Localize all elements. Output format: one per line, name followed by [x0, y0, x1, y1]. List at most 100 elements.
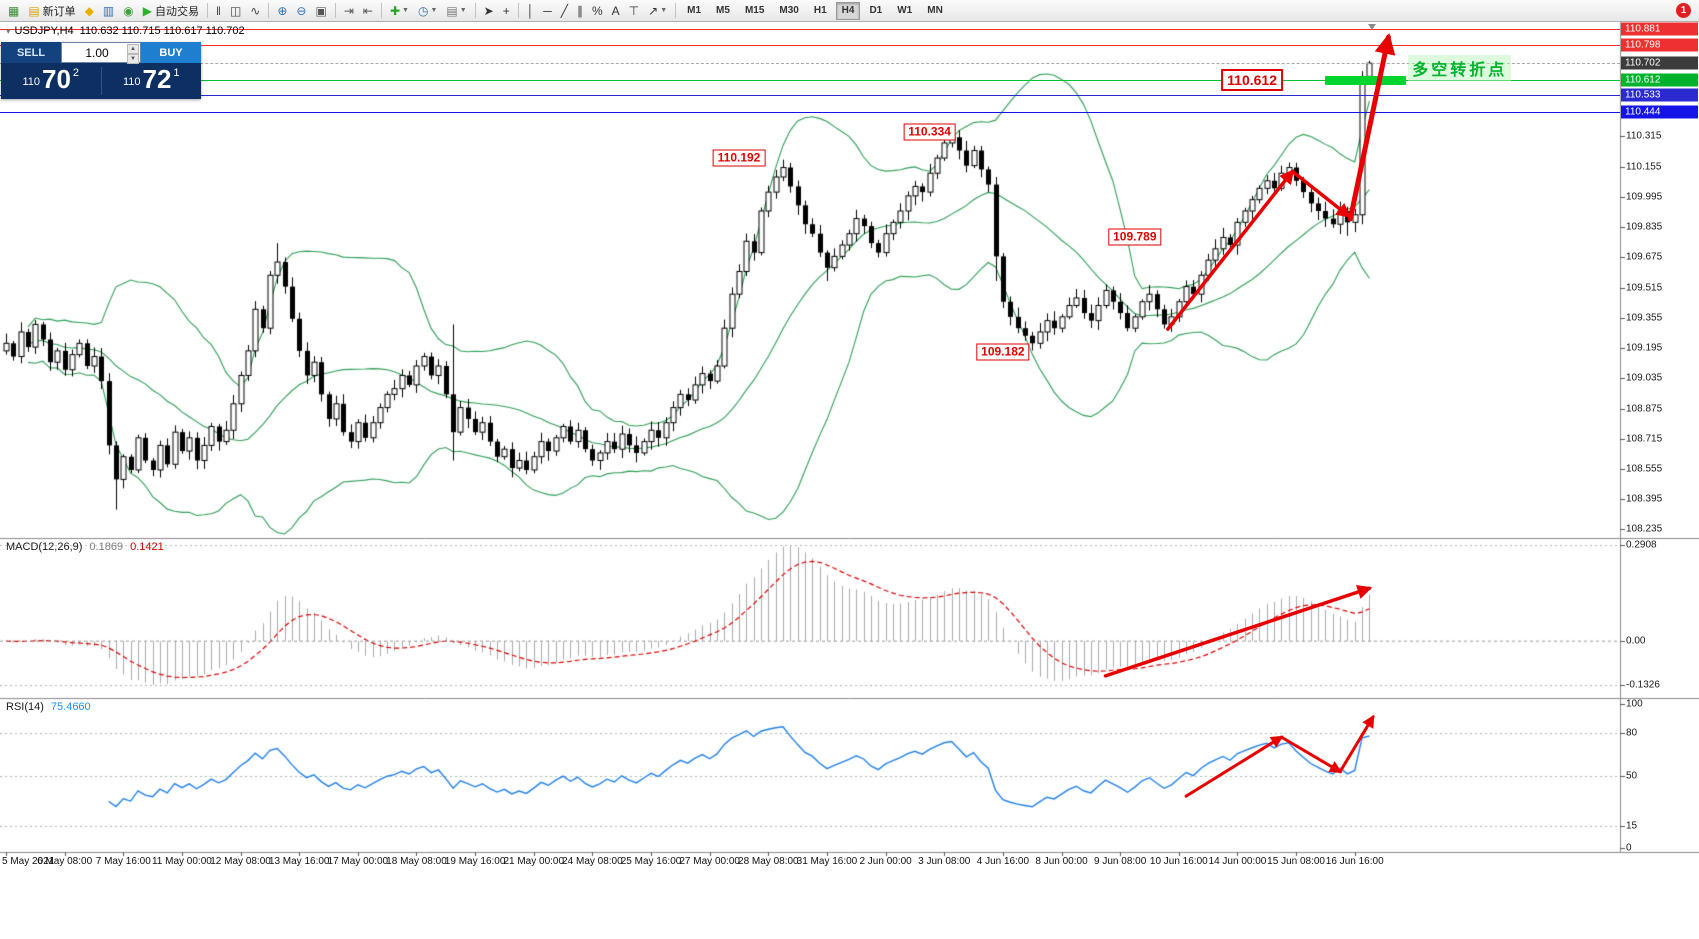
chart-shift-button[interactable]: ⇤: [359, 1, 377, 21]
sell-price[interactable]: 110 70 2: [1, 66, 101, 95]
macd-label: MACD(12,26,9) 0.1869 0.1421: [6, 541, 164, 553]
templates-dropdown-icon[interactable]: ▼: [459, 7, 467, 14]
vertical-line-icon: │: [526, 3, 535, 18]
ohlc-values: 110.632 110.715 110.617 110.702: [79, 25, 245, 37]
cursor-button[interactable]: ➤: [480, 1, 498, 21]
navigator-button[interactable]: ◉: [119, 1, 137, 21]
crosshair-icon: +: [502, 3, 510, 18]
timeframe-d1-button[interactable]: D1: [869, 4, 883, 16]
one-click-trading-panel: SELL ▲ ▼ BUY 110 70 2 110 72 1: [1, 42, 201, 99]
indicators-button[interactable]: ✚ ▼: [386, 1, 413, 21]
time-label: 31 May 16:00: [796, 856, 858, 867]
timeframe-h4-button[interactable]: H4: [835, 1, 861, 20]
market-watch-icon: ▥: [102, 3, 115, 18]
candlestick-chart-button[interactable]: ◫: [226, 1, 245, 21]
bar-chart-button[interactable]: ‖: [212, 1, 225, 21]
rsi-tick-label: 50: [1626, 770, 1638, 782]
autotrading-button[interactable]: ▶ 自动交易: [139, 1, 203, 21]
trendline-button[interactable]: ╱: [557, 1, 572, 21]
price-annotation[interactable]: 109.789: [1108, 228, 1162, 246]
periods-button[interactable]: ◷ ▼: [414, 1, 441, 21]
one-click-toggle-icon[interactable]: ▾: [6, 26, 11, 36]
time-label: 28 May 08:00: [738, 856, 799, 867]
support-line[interactable]: [0, 111, 1620, 113]
equidistant-channel-button[interactable]: ∥: [573, 1, 587, 21]
chart-shift-icon: ⇤: [362, 3, 373, 18]
fibonacci-button[interactable]: %: [588, 1, 607, 21]
tile-windows-button[interactable]: ▣: [311, 1, 330, 21]
line-chart-button[interactable]: ∿: [246, 1, 264, 21]
support-line[interactable]: [0, 95, 1620, 97]
price-tick-label: 109.995: [1626, 191, 1663, 203]
templates-button[interactable]: ▤ ▼: [442, 1, 470, 21]
bid-price-line[interactable]: [0, 63, 1620, 65]
notification-badge[interactable]: 1: [1676, 3, 1691, 18]
market-watch-button[interactable]: ▥: [99, 1, 118, 21]
macd-main-value: 0.1869: [89, 541, 124, 553]
timeframe-m15-button[interactable]: M15: [744, 4, 765, 16]
arrows-dropdown-icon[interactable]: ▼: [660, 7, 668, 14]
indicators-dropdown-icon[interactable]: ▼: [402, 7, 409, 14]
price-tick-label: 109.195: [1626, 342, 1663, 354]
timeframe-m30-button[interactable]: M30: [779, 4, 799, 16]
pivot-level-line[interactable]: [0, 80, 1620, 82]
price-tag: 110.881: [1621, 22, 1698, 36]
volume-input[interactable]: [62, 44, 140, 61]
zoom-out-button[interactable]: ⊖: [292, 1, 310, 21]
resistance-line[interactable]: [0, 29, 1620, 31]
pivot-level-highlight[interactable]: [1325, 76, 1407, 86]
time-label: 14 Jun 00:00: [1208, 856, 1267, 867]
buy-price[interactable]: 110 72 1: [102, 66, 202, 95]
buy-button[interactable]: BUY: [141, 42, 201, 63]
sell-price-sup: 2: [72, 67, 80, 79]
sell-button[interactable]: SELL: [1, 42, 61, 63]
favorites-button[interactable]: ◆: [81, 1, 98, 21]
price-annotation[interactable]: 110.192: [712, 149, 766, 167]
horizontal-line-button[interactable]: ─: [539, 1, 556, 21]
resistance-line[interactable]: [0, 45, 1620, 47]
timeframe-w1-button[interactable]: W1: [897, 4, 913, 16]
price-annotation[interactable]: 110.612: [1221, 68, 1284, 91]
volume-decrease-button[interactable]: ▼: [127, 54, 139, 64]
text-button[interactable]: A: [608, 1, 624, 21]
volume-increase-button[interactable]: ▲: [127, 44, 139, 54]
autotrading-label: 自动交易: [154, 5, 199, 18]
auto-scroll-button[interactable]: ⇥: [340, 1, 358, 21]
price-tick-label: 109.515: [1626, 282, 1663, 294]
new-order-button[interactable]: ▤ 新订单: [24, 1, 79, 21]
timeframe-m5-button[interactable]: M5: [716, 4, 730, 16]
main-toolbar: ▦ ▤ 新订单 ◆ ▥ ◉ ▶ 自动交易 ‖ ◫ ∿ ⊕ ⊖ ▣ ⇥ ⇤ ✚ ▼ ◷ ▼ ▤ ▼ ➤ + │ ─ ╱ ∥% A ⊤ ↗ ▼ M1…: [0, 0, 1699, 22]
volume-box: ▲ ▼: [61, 42, 141, 64]
pivot-note-text[interactable]: 多空转折点: [1408, 54, 1512, 81]
crosshair-button[interactable]: +: [499, 1, 514, 21]
toolbar-separator: [268, 3, 270, 18]
price-tag: 110.444: [1621, 105, 1698, 119]
new-chart-button[interactable]: ▦: [4, 1, 23, 21]
time-label: 2 Jun 00:00: [859, 856, 912, 867]
rsi-value: 75.4660: [50, 701, 91, 713]
arrows-button[interactable]: ↗ ▼: [644, 1, 671, 21]
toolbar-separator: [675, 3, 677, 18]
macd-tick-label: 0.2908: [1626, 539, 1657, 551]
periods-icon: ◷: [417, 3, 429, 18]
price-annotation[interactable]: 109.182: [976, 343, 1030, 361]
cursor-icon: ➤: [483, 3, 494, 18]
timeframe-mn-button[interactable]: MN: [927, 4, 943, 16]
periods-dropdown-icon[interactable]: ▼: [430, 7, 438, 14]
time-label: 27 May 00:00: [679, 856, 740, 867]
trendline-icon: ╱: [560, 3, 568, 18]
text-label-button[interactable]: ⊤: [625, 1, 643, 21]
time-label: 16 Jun 16:00: [1325, 856, 1384, 867]
vertical-line-button[interactable]: │: [523, 1, 539, 21]
timeframe-h1-button[interactable]: H1: [813, 4, 827, 16]
zoom-in-button[interactable]: ⊕: [273, 1, 291, 21]
text-label-icon: ⊤: [628, 3, 640, 18]
price-annotation[interactable]: 110.334: [903, 123, 956, 141]
price-tick-label: 108.715: [1626, 433, 1663, 445]
rsi-label: RSI(14) 75.4660: [6, 701, 91, 713]
timeframe-m1-button[interactable]: M1: [687, 4, 702, 16]
navigator-icon: ◉: [123, 3, 134, 18]
chart-shift-marker[interactable]: [1368, 24, 1376, 30]
price-tick-label: 109.035: [1626, 372, 1663, 384]
